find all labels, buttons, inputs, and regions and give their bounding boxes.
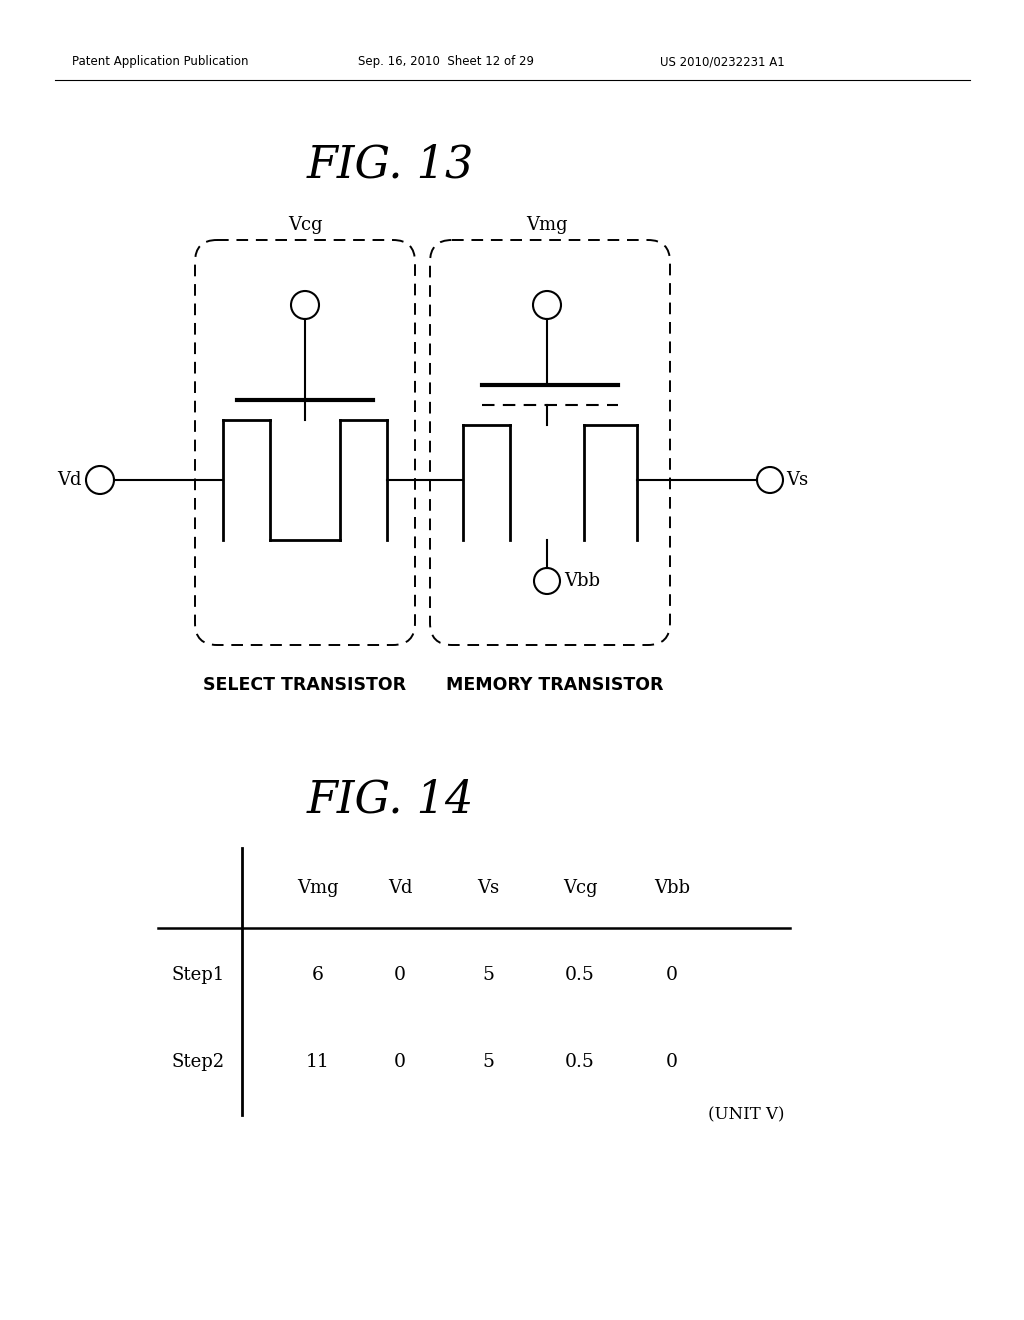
Text: US 2010/0232231 A1: US 2010/0232231 A1 bbox=[660, 55, 784, 69]
Text: Vs: Vs bbox=[477, 879, 499, 898]
Text: Vbb: Vbb bbox=[654, 879, 690, 898]
Text: Patent Application Publication: Patent Application Publication bbox=[72, 55, 249, 69]
Text: Vd: Vd bbox=[388, 879, 413, 898]
Text: Vmg: Vmg bbox=[526, 216, 568, 234]
Text: Step1: Step1 bbox=[171, 966, 224, 983]
Text: 0: 0 bbox=[394, 966, 406, 983]
Text: FIG. 13: FIG. 13 bbox=[306, 144, 474, 186]
Text: 11: 11 bbox=[306, 1053, 330, 1071]
Text: Step2: Step2 bbox=[171, 1053, 224, 1071]
Text: 0.5: 0.5 bbox=[565, 966, 595, 983]
Text: 6: 6 bbox=[312, 966, 324, 983]
Text: Sep. 16, 2010  Sheet 12 of 29: Sep. 16, 2010 Sheet 12 of 29 bbox=[358, 55, 534, 69]
Text: Vcg: Vcg bbox=[562, 879, 597, 898]
Text: 5: 5 bbox=[482, 966, 494, 983]
Text: Vmg: Vmg bbox=[297, 879, 339, 898]
Text: (UNIT V): (UNIT V) bbox=[709, 1106, 785, 1123]
Text: Vcg: Vcg bbox=[288, 216, 323, 234]
Text: 0: 0 bbox=[666, 1053, 678, 1071]
Text: Vs: Vs bbox=[786, 471, 808, 488]
Text: 0: 0 bbox=[666, 966, 678, 983]
Text: MEMORY TRANSISTOR: MEMORY TRANSISTOR bbox=[446, 676, 664, 694]
Text: FIG. 14: FIG. 14 bbox=[306, 779, 474, 821]
Text: Vd: Vd bbox=[57, 471, 82, 488]
Text: SELECT TRANSISTOR: SELECT TRANSISTOR bbox=[204, 676, 407, 694]
Text: Vbb: Vbb bbox=[564, 572, 600, 590]
Text: 0.5: 0.5 bbox=[565, 1053, 595, 1071]
Text: 5: 5 bbox=[482, 1053, 494, 1071]
Text: 0: 0 bbox=[394, 1053, 406, 1071]
